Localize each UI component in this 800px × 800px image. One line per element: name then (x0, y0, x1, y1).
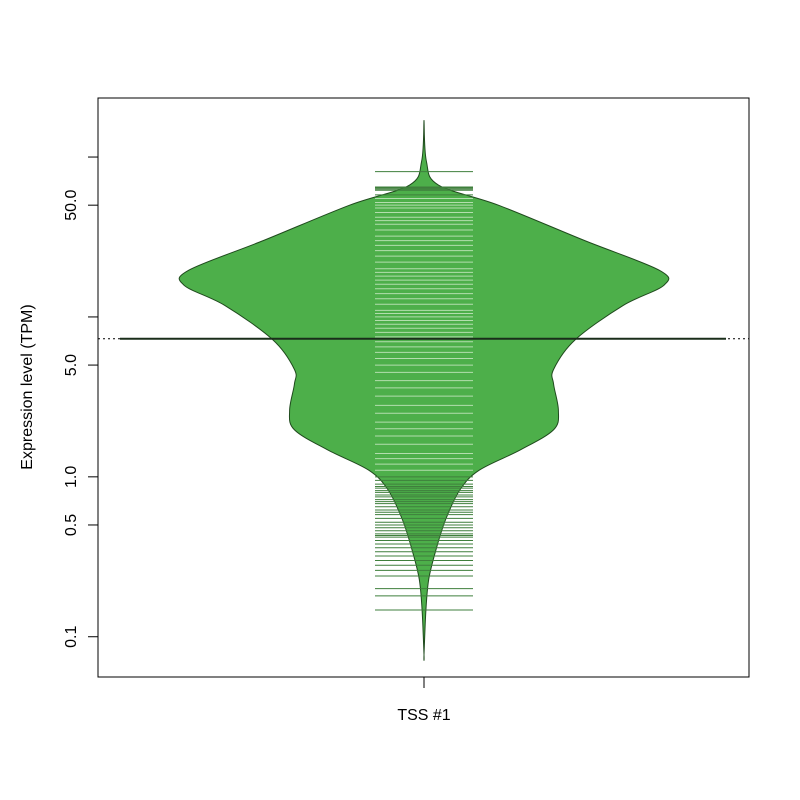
y-axis-label: Expression level (TPM) (19, 304, 36, 469)
y-tick-label: 0.5 (63, 514, 80, 536)
y-tick-label: 1.0 (63, 466, 80, 488)
y-tick-label: 5.0 (63, 354, 80, 376)
y-tick-label: 50.0 (63, 190, 80, 221)
x-tick-label: TSS #1 (397, 707, 450, 724)
violin (178, 120, 670, 661)
y-tick-label: 0.1 (63, 626, 80, 648)
